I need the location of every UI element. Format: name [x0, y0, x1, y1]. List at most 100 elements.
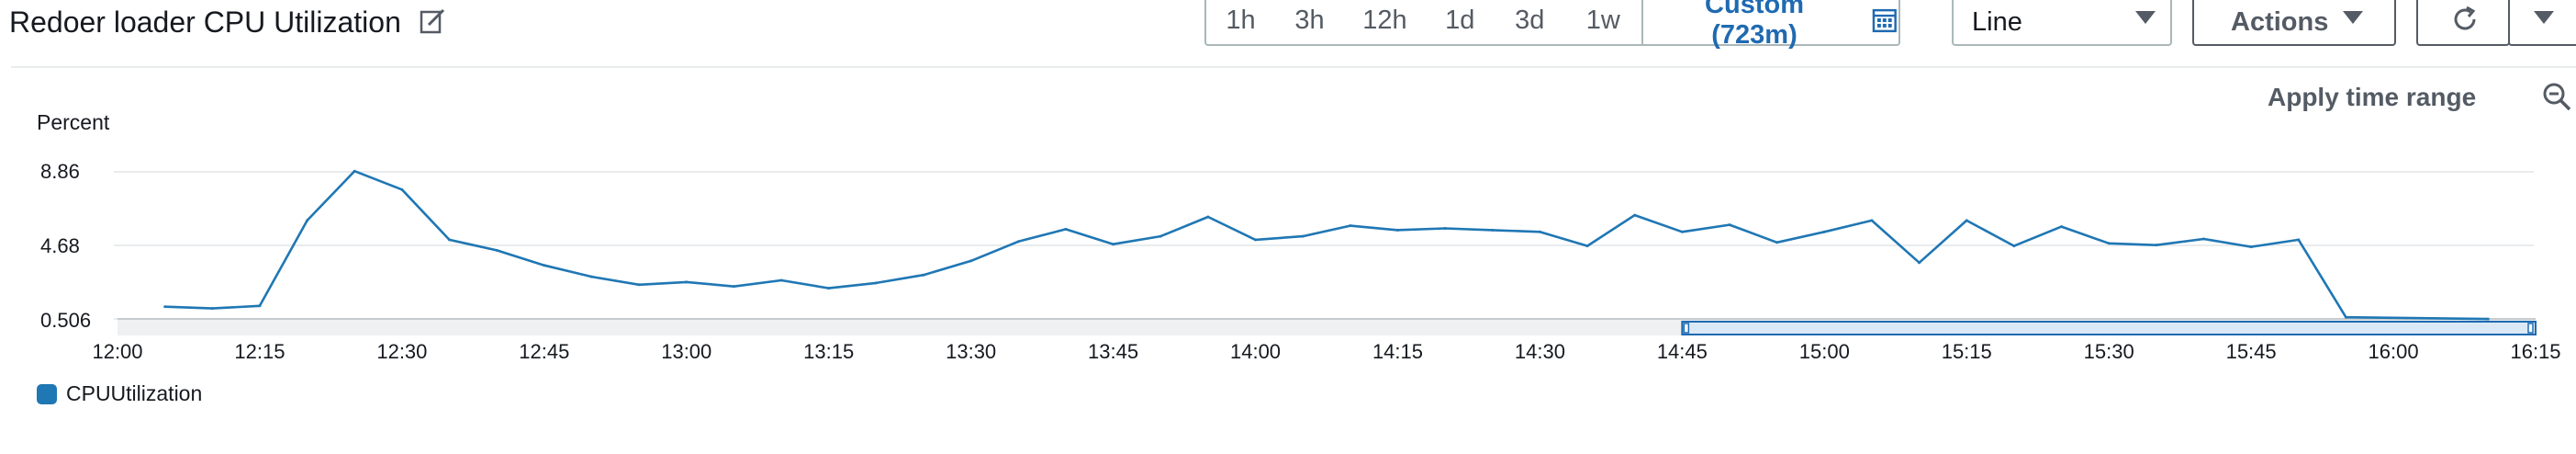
brush-handle-right — [2527, 323, 2534, 334]
data-point — [2249, 245, 2253, 249]
data-point — [258, 304, 262, 308]
data-point — [1585, 244, 1589, 248]
data-point — [1965, 219, 1968, 222]
actions-button[interactable]: Actions — [2192, 0, 2396, 46]
data-point — [779, 278, 783, 282]
data-point — [1159, 234, 1162, 238]
x-tick-label: 16:00 — [2368, 340, 2419, 363]
data-point — [353, 169, 356, 173]
data-point — [2344, 315, 2347, 319]
time-selection-brush — [1681, 321, 2537, 335]
brush-handle-left — [1683, 323, 1690, 334]
data-point — [543, 264, 546, 267]
data-point — [2155, 244, 2158, 247]
data-point — [1349, 224, 1352, 228]
calendar-icon[interactable] — [1871, 6, 1898, 34]
data-point — [448, 238, 452, 242]
chevron-down-icon — [2534, 11, 2554, 24]
time-range-selector: 1h 3h 12h 1d 3d 1w Custom (723m) — [1204, 0, 1900, 50]
time-option-3h[interactable]: 3h — [1294, 5, 1325, 35]
time-option-custom[interactable]: Custom (723m) — [1705, 0, 1804, 50]
x-tick-label: 14:00 — [1229, 340, 1282, 363]
data-point — [210, 307, 214, 311]
data-point — [827, 287, 831, 290]
time-option-12h[interactable]: 12h — [1362, 5, 1407, 35]
data-point — [2060, 225, 2064, 229]
chart-panel — [11, 66, 2576, 452]
time-bar-divider — [1641, 0, 1643, 45]
data-point — [1822, 230, 1826, 233]
data-point — [400, 187, 404, 191]
data-point — [2107, 242, 2111, 245]
data-point — [685, 280, 689, 284]
data-point — [1301, 234, 1305, 238]
data-point — [969, 259, 973, 263]
apply-time-range-button[interactable]: Apply time range — [2268, 83, 2477, 111]
data-point — [1395, 228, 1399, 232]
legend-swatch — [37, 384, 57, 404]
refresh-options-button[interactable] — [2508, 0, 2576, 46]
data-point — [1064, 227, 1068, 231]
data-point — [1918, 261, 1921, 265]
edit-title-icon[interactable] — [419, 7, 446, 35]
time-option-1d[interactable]: 1d — [1445, 5, 1475, 35]
x-tick-label: 15:00 — [1798, 340, 1850, 363]
data-point — [1728, 223, 1731, 227]
data-point — [1491, 228, 1495, 232]
data-point — [1112, 243, 1115, 246]
widget-header: Redoer loader CPU Utilization 1h 3h 12h … — [0, 0, 2576, 64]
chevron-down-icon — [2135, 11, 2156, 24]
data-point — [2012, 244, 2016, 248]
widget-title: Redoer loader CPU Utilization — [9, 6, 401, 39]
x-tick-label: 15:30 — [2083, 340, 2134, 363]
data-point — [1680, 230, 1684, 233]
data-point — [163, 305, 167, 309]
data-point — [1538, 230, 1541, 233]
data-point — [1633, 213, 1637, 217]
refresh-icon — [2454, 6, 2476, 30]
actions-label: Actions — [2231, 7, 2329, 37]
graph-type-select[interactable]: Line — [1952, 0, 2172, 46]
data-point — [589, 275, 593, 278]
data-point — [874, 281, 878, 285]
x-tick-label: 13:30 — [946, 340, 997, 363]
data-point — [1016, 240, 1020, 244]
data-point — [732, 285, 735, 289]
y-axis-label: Percent — [37, 110, 110, 134]
zoom-out-icon[interactable] — [2541, 81, 2572, 112]
x-tick-label: 12:15 — [234, 340, 286, 363]
x-tick-label: 15:15 — [1941, 340, 1992, 363]
data-point — [1443, 226, 1447, 230]
data-point — [306, 219, 309, 222]
x-tick-label: 14:15 — [1372, 340, 1423, 363]
time-option-1w[interactable]: 1w — [1585, 5, 1620, 35]
graph-type-value: Line — [1972, 7, 2022, 37]
y-tick-label: 4.68 — [40, 234, 80, 257]
data-point — [637, 283, 641, 287]
data-point — [1254, 238, 1258, 242]
x-tick-label: 12:45 — [519, 340, 570, 363]
time-option-1h[interactable]: 1h — [1226, 5, 1256, 35]
data-point — [2486, 317, 2490, 321]
x-tick-label: 12:00 — [92, 340, 143, 363]
x-tick-label: 15:45 — [2225, 340, 2277, 363]
x-tick-label: 14:45 — [1656, 340, 1708, 363]
chevron-down-icon — [2343, 11, 2363, 24]
legend-item-cpuutilization[interactable]: CPUUtilization — [66, 381, 203, 405]
data-point — [922, 273, 925, 277]
data-point — [1206, 215, 1210, 219]
series-line-cpuutilization — [164, 169, 2489, 321]
y-tick-label: 8.86 — [40, 160, 80, 183]
y-tick-label: 0.506 — [40, 309, 92, 332]
data-point — [1775, 241, 1779, 244]
x-tick-label: 14:30 — [1514, 340, 1565, 363]
x-tick-label: 13:15 — [803, 340, 855, 363]
x-tick-label: 16:15 — [2510, 340, 2561, 363]
x-tick-label: 12:30 — [376, 340, 428, 363]
time-option-3d[interactable]: 3d — [1515, 5, 1545, 35]
x-tick-label: 13:45 — [1088, 340, 1139, 363]
x-tick-label: 13:00 — [661, 340, 712, 363]
refresh-button[interactable] — [2416, 0, 2510, 46]
data-point — [2201, 237, 2205, 241]
